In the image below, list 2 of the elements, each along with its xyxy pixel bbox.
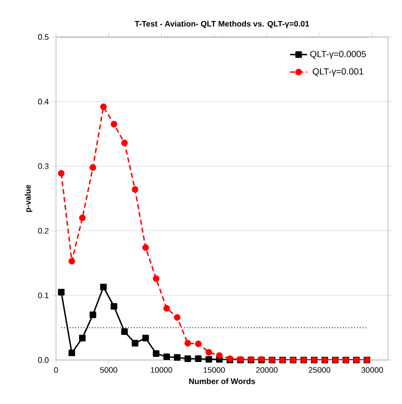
legend-label: QLT-γ=0.001 bbox=[312, 68, 364, 76]
legend-label: QLT-γ=0.0005 bbox=[310, 50, 366, 59]
